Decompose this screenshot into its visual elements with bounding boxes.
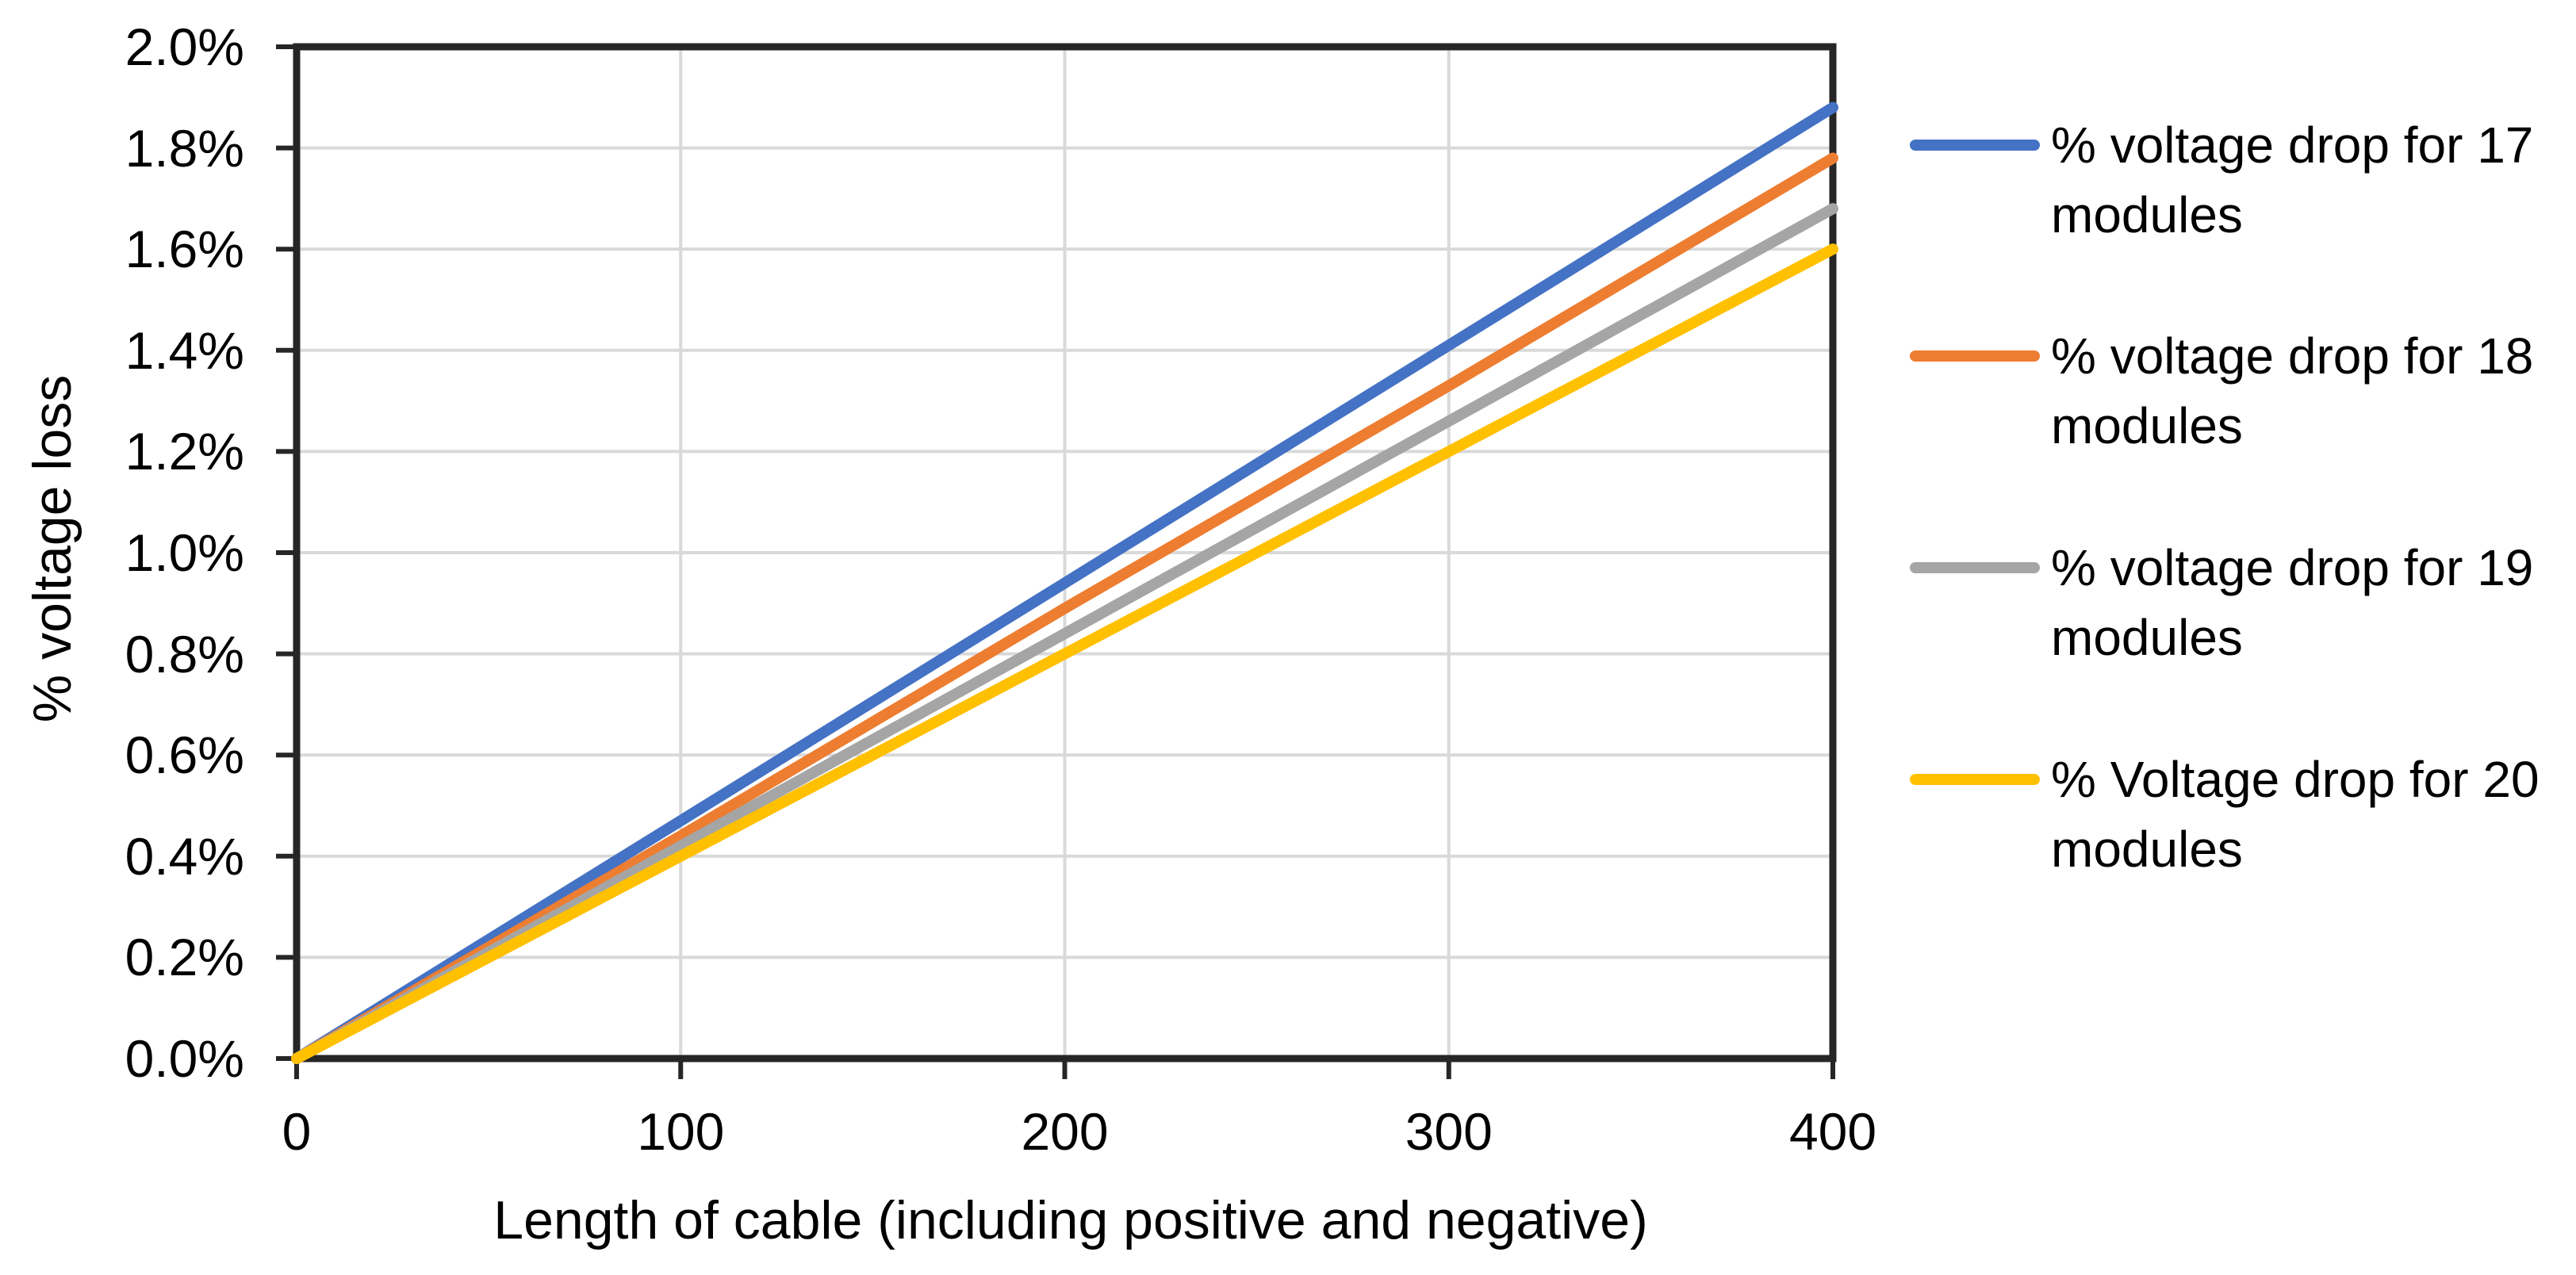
y-tick-label: 1.0% bbox=[125, 523, 244, 582]
x-tick-label: 300 bbox=[1405, 1102, 1493, 1161]
legend-label-line: modules bbox=[2051, 397, 2243, 454]
legend-label-line: % Voltage drop for 20 bbox=[2051, 751, 2540, 808]
y-tick-label: 0.8% bbox=[125, 624, 244, 683]
legend-label-4: % Voltage drop for 20 modules bbox=[2051, 745, 2576, 884]
y-tick-label: 0.2% bbox=[125, 928, 244, 987]
series-line-1 bbox=[291, 101, 1838, 1064]
y-tick-label: 2.0% bbox=[125, 17, 244, 76]
legend-swatch-4 bbox=[1910, 774, 2040, 785]
x-tick-label: 200 bbox=[1021, 1102, 1109, 1161]
legend-label-3: % voltage drop for 19 modules bbox=[2051, 533, 2576, 672]
legend-label-1: % voltage drop for 17 modules bbox=[2051, 110, 2576, 250]
x-tick-label: 100 bbox=[637, 1102, 725, 1161]
x-axis-title: Length of cable (including positive and … bbox=[493, 1190, 1648, 1250]
y-tick-label: 0.4% bbox=[125, 826, 244, 886]
y-tick-label: 0.0% bbox=[125, 1029, 244, 1088]
y-tick-label: 1.4% bbox=[125, 320, 244, 380]
legend-label-line: modules bbox=[2051, 186, 2243, 243]
series-line-2 bbox=[291, 152, 1838, 1064]
legend-label-line: modules bbox=[2051, 609, 2243, 666]
legend-label-line: % voltage drop for 18 bbox=[2051, 327, 2534, 385]
legend-swatch-3 bbox=[1910, 562, 2040, 573]
y-tick-label: 0.6% bbox=[125, 726, 244, 785]
legend-label-line: % voltage drop for 19 bbox=[2051, 539, 2534, 596]
plot-frame bbox=[293, 43, 1837, 1062]
y-tick-label: 1.2% bbox=[125, 422, 244, 481]
series-line-3 bbox=[291, 203, 1838, 1064]
legend-label-2: % voltage drop for 18 modules bbox=[2051, 321, 2576, 461]
x-tick-label: 400 bbox=[1788, 1102, 1877, 1161]
legend-swatch-2 bbox=[1910, 350, 2040, 362]
legend-swatch-1 bbox=[1910, 140, 2040, 151]
legend-label-line: % voltage drop for 17 bbox=[2051, 117, 2534, 174]
y-tick-label: 1.6% bbox=[125, 220, 244, 279]
y-tick-label: 1.8% bbox=[125, 118, 244, 178]
x-tick-label: 0 bbox=[282, 1102, 312, 1161]
legend-label-line: modules bbox=[2051, 821, 2243, 878]
series-line-4 bbox=[291, 243, 1838, 1064]
